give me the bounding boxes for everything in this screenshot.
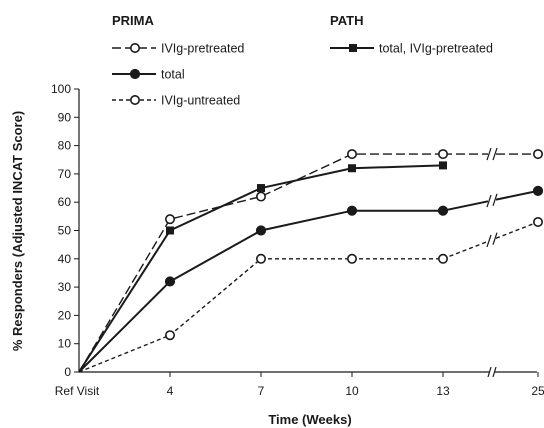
data-point-prima-ivig-pretreated	[165, 214, 176, 225]
y-tick-label: 50	[58, 224, 72, 238]
legend-marker-swatch	[129, 68, 141, 80]
x-axis-break-mark	[492, 366, 497, 378]
series-path-total-ivig-pretreated	[78, 161, 447, 373]
data-point-prima-total	[164, 276, 176, 287]
y-tick-label: 30	[58, 280, 72, 294]
series-line-prima-ivig-untreated	[495, 221, 539, 239]
data-point-prima-ivig-untreated	[165, 330, 176, 341]
data-point-path-total-ivig-pretreated	[166, 226, 174, 235]
data-point-prima-ivig-untreated	[532, 217, 543, 228]
series-layer	[78, 147, 544, 373]
series-break-mark	[492, 147, 498, 161]
y-tick-label: 20	[58, 308, 72, 322]
data-point-prima-total	[532, 185, 544, 196]
data-point-path-total-ivig-pretreated	[439, 161, 447, 170]
x-tick-label: 13	[436, 384, 450, 398]
x-tick-label: 10	[345, 384, 359, 398]
legend-title-path: PATH	[330, 13, 363, 28]
series-line-prima-total	[495, 189, 539, 201]
series-prima-ivig-untreated	[78, 217, 543, 373]
axes: 0 10 20 30 40 50 60 70 80 90 100 Ref Visit 4 7 10 13 25	[51, 82, 544, 398]
y-tick-label: 90	[58, 110, 72, 124]
y-tick-label: 40	[58, 252, 72, 266]
legend: PRIMA IVIg-pretreated total IVIg-untreated P…	[112, 13, 493, 108]
legend-item-prima-ivig-untreated: IVIg-untreated	[112, 94, 240, 108]
series-line-prima-ivig-pretreated	[78, 153, 443, 373]
x-tick-label: 4	[167, 384, 174, 398]
x-axis-title: Time (Weeks)	[268, 412, 351, 427]
data-point-prima-ivig-pretreated	[532, 149, 543, 160]
y-tick-label: 70	[58, 167, 72, 181]
data-point-prima-ivig-untreated	[346, 253, 357, 264]
y-tick-label: 0	[64, 365, 71, 379]
y-tick-label: 10	[58, 337, 72, 351]
y-tick-label: 80	[58, 139, 72, 153]
legend-item-prima-total: total	[112, 68, 185, 82]
series-line-prima-ivig-untreated	[442, 240, 489, 260]
data-point-path-total-ivig-pretreated	[348, 164, 356, 173]
data-point-prima-ivig-untreated	[255, 253, 266, 264]
data-point-prima-ivig-pretreated	[346, 149, 357, 160]
series-break-mark	[492, 193, 498, 207]
y-axis-title: % Responders (Adjusted INCAT Score)	[10, 111, 25, 351]
data-point-prima-ivig-pretreated	[255, 191, 266, 202]
legend-label: IVIg-pretreated	[161, 42, 244, 56]
x-tick-label: 25	[531, 384, 544, 398]
legend-marker-swatch	[130, 95, 141, 106]
legend-marker-swatch	[349, 44, 357, 52]
x-tick-label: 7	[258, 384, 265, 398]
data-point-prima-total	[255, 225, 267, 236]
series-prima-ivig-pretreated	[78, 147, 543, 373]
data-point-prima-total	[346, 205, 358, 216]
legend-label: total	[161, 68, 185, 82]
x-tick-label: Ref Visit	[55, 384, 100, 398]
data-point-prima-total	[437, 205, 449, 216]
legend-label: IVIg-untreated	[161, 94, 240, 108]
series-break-mark	[486, 147, 492, 161]
series-line-prima-total	[442, 200, 489, 212]
y-tick-label: 100	[51, 82, 71, 96]
data-point-prima-ivig-pretreated	[437, 149, 448, 160]
series-line-prima-ivig-untreated	[78, 258, 443, 373]
series-prima-total	[78, 185, 544, 373]
series-break-mark	[486, 234, 492, 248]
legend-marker-swatch	[130, 42, 141, 53]
y-tick-label: 60	[58, 195, 72, 209]
data-point-path-total-ivig-pretreated	[257, 184, 265, 193]
data-point-prima-ivig-untreated	[437, 253, 448, 264]
x-axis-break-mark	[487, 366, 492, 378]
series-break-mark	[486, 194, 492, 208]
legend-label: total, IVIg-pretreated	[379, 42, 493, 56]
legend-title-prima: PRIMA	[112, 13, 155, 28]
series-break-mark	[492, 232, 498, 245]
legend-item-prima-ivig-pretreated: IVIg-pretreated	[112, 42, 244, 56]
legend-item-path-total-ivig-pretreated: total, IVIg-pretreated	[330, 42, 493, 56]
